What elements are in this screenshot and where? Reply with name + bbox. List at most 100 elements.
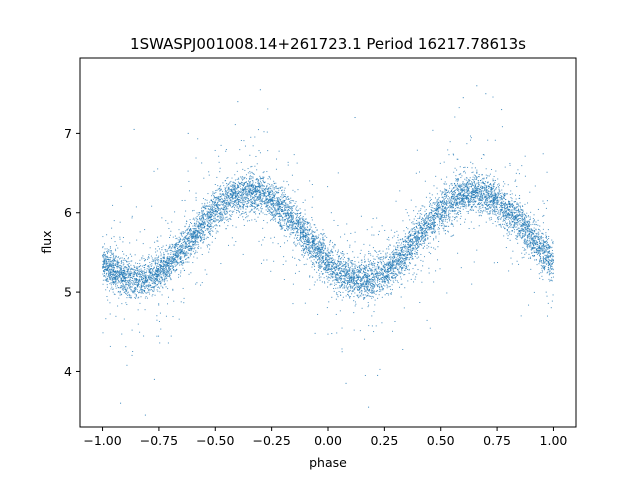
data-point <box>378 272 380 274</box>
data-point <box>481 188 483 190</box>
data-point <box>208 228 210 230</box>
data-point <box>421 226 423 228</box>
data-point <box>492 213 494 215</box>
data-point <box>433 229 435 231</box>
data-point <box>417 233 419 235</box>
data-point <box>243 178 245 180</box>
data-point <box>326 271 328 273</box>
data-point <box>112 269 114 271</box>
data-point <box>143 271 145 273</box>
data-point <box>179 239 181 241</box>
data-point <box>135 294 137 296</box>
data-point <box>220 185 222 187</box>
data-point <box>340 270 342 272</box>
data-point <box>395 264 397 266</box>
data-point <box>217 201 219 203</box>
data-point <box>177 256 179 258</box>
data-point <box>461 204 463 206</box>
data-point <box>265 202 267 204</box>
data-point <box>241 203 243 205</box>
data-point <box>521 216 523 218</box>
data-point <box>255 213 257 215</box>
data-point <box>311 246 313 248</box>
data-point <box>194 225 196 227</box>
data-point <box>299 230 301 232</box>
data-point <box>471 179 473 181</box>
data-point <box>160 269 162 271</box>
data-point <box>247 186 249 188</box>
data-point <box>392 264 394 266</box>
data-point <box>485 190 487 192</box>
data-point <box>329 252 331 254</box>
data-point <box>198 230 200 232</box>
data-point <box>123 273 125 275</box>
data-point <box>485 188 487 190</box>
data-point <box>541 250 543 252</box>
data-point <box>512 204 514 206</box>
data-point <box>314 249 316 251</box>
data-point <box>363 264 365 266</box>
data-point <box>456 204 458 206</box>
data-point <box>108 269 110 271</box>
data-point <box>197 224 199 226</box>
data-point <box>544 240 546 242</box>
data-point <box>384 279 386 281</box>
data-point <box>235 195 237 197</box>
data-point <box>325 268 327 270</box>
data-point <box>109 270 111 272</box>
data-point <box>169 247 171 249</box>
data-point <box>316 253 318 255</box>
data-point <box>364 254 366 256</box>
data-point <box>344 267 346 269</box>
data-point <box>452 216 454 218</box>
data-point <box>422 228 424 230</box>
data-point <box>475 183 477 185</box>
data-point <box>305 243 307 245</box>
data-point <box>208 243 210 245</box>
data-point <box>252 197 254 199</box>
data-point <box>118 290 120 292</box>
data-point <box>485 198 487 200</box>
data-point <box>212 226 214 228</box>
data-point <box>253 196 255 198</box>
data-point <box>282 227 284 229</box>
data-point <box>139 289 141 291</box>
data-point <box>346 263 348 265</box>
data-point <box>524 216 526 218</box>
data-point <box>495 214 497 216</box>
data-point <box>327 259 329 261</box>
data-point <box>236 202 238 204</box>
data-point <box>511 209 513 211</box>
data-point <box>109 247 111 249</box>
data-point <box>318 261 320 263</box>
data-point <box>337 294 339 296</box>
data-point <box>360 278 362 280</box>
data-point <box>148 289 150 291</box>
data-point <box>377 257 379 259</box>
data-point <box>384 256 386 258</box>
data-point <box>467 166 469 168</box>
data-point <box>538 250 540 252</box>
data-point <box>134 271 136 273</box>
data-point <box>279 220 281 222</box>
data-point <box>272 216 274 218</box>
data-point <box>502 204 504 206</box>
data-point <box>119 290 121 292</box>
data-point <box>544 250 546 252</box>
data-point <box>299 233 301 235</box>
data-point <box>517 215 519 217</box>
data-point <box>405 240 407 242</box>
data-point <box>525 234 527 236</box>
data-point <box>186 261 188 263</box>
data-point <box>420 253 422 255</box>
data-point <box>456 186 458 188</box>
data-point <box>427 234 429 236</box>
data-point <box>525 232 527 234</box>
data-point <box>287 218 289 220</box>
data-point <box>356 276 358 278</box>
data-point <box>407 235 409 237</box>
data-point <box>425 213 427 215</box>
data-point <box>237 190 239 192</box>
data-point <box>263 195 265 197</box>
data-point <box>188 257 190 259</box>
